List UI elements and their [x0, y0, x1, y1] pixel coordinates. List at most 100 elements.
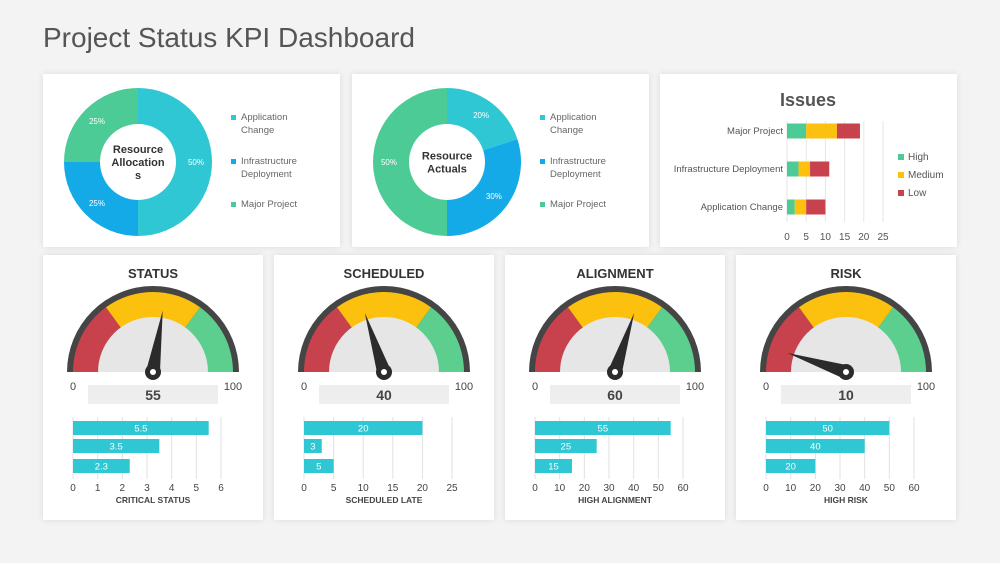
x-axis-label: HIGH RISK	[824, 495, 869, 505]
x-tick-label: 15	[387, 483, 399, 494]
gauge-value-box	[781, 385, 911, 404]
gauge-inner	[98, 317, 208, 372]
donut-hole	[100, 124, 176, 200]
legend-label: Major Project	[241, 199, 297, 210]
kpi-bar	[304, 439, 322, 453]
bar-data-label: 15	[548, 462, 559, 473]
x-tick-label: 5	[803, 232, 809, 243]
bar-data-label: 5.5	[134, 424, 147, 435]
status-card: STATUS 0 100 55 0 1 2 3 4 5 6 5.5 3.5 2.3 CRITICAL STA…	[43, 255, 263, 520]
legend-label: Low	[908, 188, 927, 199]
slice-data-label: 50%	[188, 158, 204, 167]
legend-swatch	[540, 202, 545, 207]
kpi-bar	[766, 459, 816, 473]
kpi-bar	[304, 459, 334, 473]
gauge-needle-pin	[843, 369, 849, 375]
x-tick-label: 5	[194, 483, 200, 494]
kpi-bar	[73, 459, 130, 473]
bar-data-label: 25	[561, 442, 572, 453]
x-axis-label: HIGH ALIGNMENT	[578, 495, 653, 505]
x-tick-label: 0	[784, 232, 790, 243]
gauge-title: RISK	[830, 266, 862, 281]
resource-actuals-card: 20% 30% 50% Resource Actuals Application Chang…	[352, 74, 649, 247]
x-tick-label: 10	[554, 483, 566, 494]
donut-center-label: Allocation	[111, 157, 164, 169]
issues-chart: Issues 0 5 10 15 20 25 Major Project Infrastruct…	[674, 90, 944, 243]
bar-data-label: 3.5	[110, 442, 123, 453]
bar-medium-infrastructure-deployment	[798, 161, 811, 177]
gauge-inner	[329, 317, 439, 372]
legend-swatch	[231, 159, 236, 164]
alignment-card: ALIGNMENT 0 100 60 0 10 20 30 40 50 60 55 25 15 HIGH A…	[505, 255, 725, 520]
x-tick-label: 10	[358, 483, 370, 494]
slice-data-label: 20%	[473, 111, 489, 120]
x-tick-label: 50	[653, 483, 665, 494]
legend-label: Application	[550, 112, 596, 123]
gauge-value-box	[550, 385, 680, 404]
legend-swatch	[898, 190, 904, 196]
gauge-value-box	[88, 385, 218, 404]
gauge-inner	[560, 317, 670, 372]
legend-label: Infrastructure	[550, 156, 606, 167]
bar-low-infrastructure-deployment	[810, 161, 830, 177]
bar-data-label: 5	[316, 462, 321, 473]
gauge-max-label: 100	[917, 381, 935, 393]
gauge-needle	[364, 313, 391, 375]
legend-label: Medium	[908, 170, 944, 181]
bar-data-label: 3	[310, 442, 315, 453]
donut-center-label: Actuals	[427, 164, 467, 176]
gauge-title: ALIGNMENT	[576, 266, 653, 281]
risk-card: RISK 0 100 10 0 10 20 30 40 50 60 50 40 20 HIGH RISK	[736, 255, 956, 520]
bar-high-major-project	[787, 123, 807, 139]
gauge-needle-pin	[381, 369, 387, 375]
gauge-max-label: 100	[455, 381, 473, 393]
gauge-inner	[791, 317, 901, 372]
gauge-max-label: 100	[686, 381, 704, 393]
gauge-needle	[608, 313, 635, 375]
x-tick-label: 10	[785, 483, 797, 494]
kpi-bar	[73, 421, 209, 435]
legend-swatch	[231, 202, 236, 207]
gauge-needle-pin	[612, 369, 618, 375]
bar-data-label: 40	[810, 442, 821, 453]
legend-swatch	[231, 115, 236, 120]
x-tick-label: 4	[169, 483, 175, 494]
gauge-needle	[787, 352, 849, 379]
bar-high-infrastructure-deployment	[787, 161, 799, 177]
x-tick-label: 0	[70, 483, 76, 494]
x-tick-label: 30	[603, 483, 615, 494]
x-tick-label: 60	[908, 483, 920, 494]
slice-data-label: 50%	[381, 158, 397, 167]
x-tick-label: 5	[331, 483, 337, 494]
x-tick-label: 50	[884, 483, 896, 494]
donut-center-label: s	[135, 170, 141, 182]
legend-swatch	[898, 154, 904, 160]
gauge-max-label: 100	[224, 381, 242, 393]
donut-center-label: Resource	[422, 151, 472, 163]
scheduled-card: SCHEDULED 0 100 40 0 5 10 15 20 25 20 3 5 SCHEDULED L…	[274, 255, 494, 520]
bar-data-label: 20	[358, 424, 369, 435]
category-label: Infrastructure Deployment	[674, 164, 784, 175]
x-tick-label: 6	[218, 483, 224, 494]
gauge-value-label: 60	[607, 387, 623, 403]
legend-label: Change	[241, 125, 274, 136]
legend-label: Application	[241, 112, 287, 123]
x-tick-label: 15	[839, 232, 851, 243]
gauge-needle	[146, 310, 163, 374]
gauge-min-label: 0	[301, 381, 307, 393]
x-tick-label: 40	[628, 483, 640, 494]
x-tick-label: 20	[579, 483, 591, 494]
x-tick-label: 20	[810, 483, 822, 494]
gauge-min-label: 0	[70, 381, 76, 393]
gauge-min-label: 0	[532, 381, 538, 393]
gauge-value-label: 10	[838, 387, 854, 403]
kpi-bar	[73, 439, 160, 453]
x-tick-label: 20	[417, 483, 429, 494]
gauge-value-label: 55	[145, 387, 161, 403]
gauge-value-label: 40	[376, 387, 392, 403]
x-axis-label: CRITICAL STATUS	[116, 495, 191, 505]
kpi-bar	[535, 421, 671, 435]
x-tick-label: 3	[144, 483, 150, 494]
